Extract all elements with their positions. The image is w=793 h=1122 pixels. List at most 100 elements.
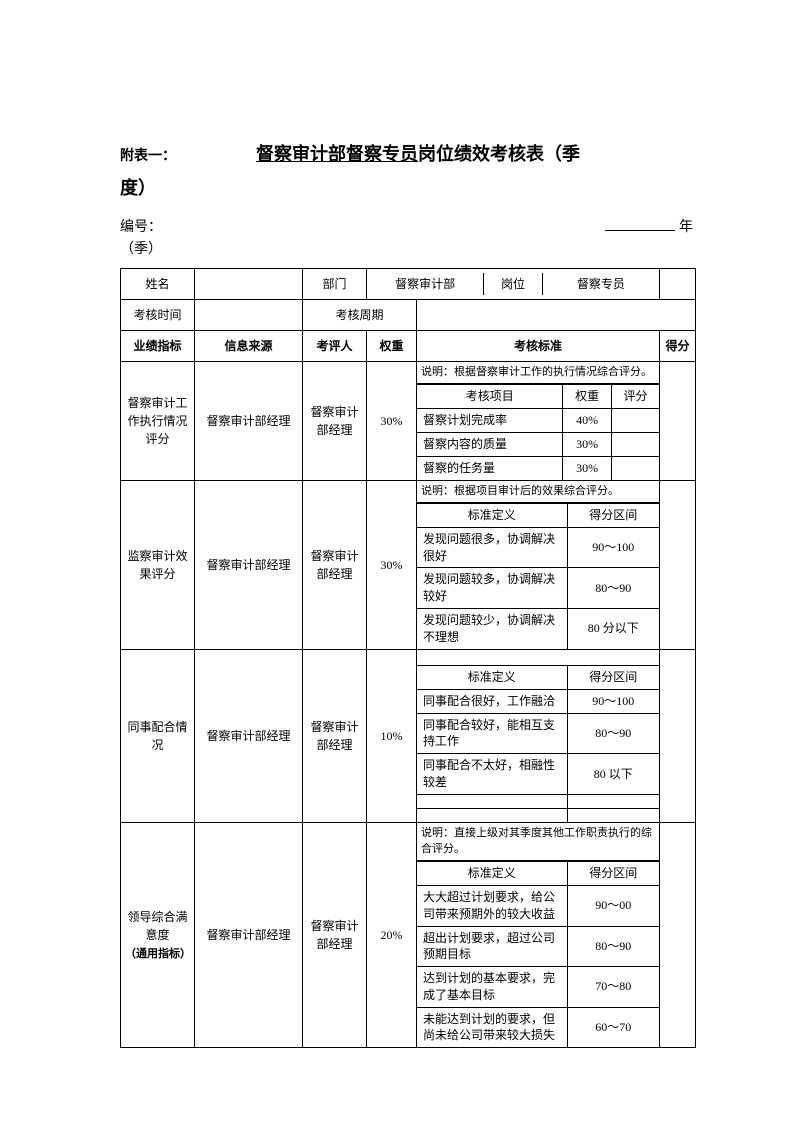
column-header-row: 业绩指标 信息来源 考评人 权重 考核标准 得分 bbox=[121, 331, 696, 362]
r-0-1-0: 督察内容的质量 bbox=[417, 432, 563, 456]
info-pad bbox=[660, 269, 696, 300]
r-2-0-1: 90～100 bbox=[567, 689, 659, 713]
h-1-0: 标准定义 bbox=[417, 503, 567, 527]
table-row: 领导综合满意度 （通用指标） 督察审计部经理 督察审计部经理 20% 说明：直接… bbox=[121, 823, 696, 1048]
indicator-3-main: 领导综合满意度 bbox=[127, 910, 187, 942]
dept-post-cell: 督察审计部 岗位 督察专员 bbox=[367, 269, 660, 300]
note-1: 说明：根据项目审计后的效果综合评分。 bbox=[417, 481, 659, 503]
table-row: 同事配合情况 督察审计部经理 督察审计部经理 10% 标准定义 得分区间 同事配… bbox=[121, 649, 696, 823]
indicator-3-sub: （通用指标） bbox=[125, 948, 191, 960]
weight-1: 30% bbox=[367, 480, 417, 649]
score-3 bbox=[660, 823, 696, 1048]
year-suffix: 年 bbox=[679, 216, 693, 236]
title-main: 督察审计部督察专员岗位绩效考核表（季 bbox=[256, 140, 580, 166]
standard-1: 说明：根据项目审计后的效果综合评分。 标准定义 得分区间 发现问题很多，协调解决… bbox=[417, 480, 660, 649]
r-2-4-0 bbox=[417, 808, 567, 822]
r-3-2-0: 达到计划的基本要求，完成了基本目标 bbox=[417, 967, 567, 1008]
r-3-1-0: 超出计划要求，超过公司预期目标 bbox=[417, 926, 567, 967]
r-2-2-0: 同事配合不太好，相融性较差 bbox=[417, 754, 567, 795]
note-3: 说明：直接上级对其季度其他工作职责执行的综合评分。 bbox=[417, 823, 659, 861]
assess-period-label: 考核周期 bbox=[303, 300, 417, 331]
r-0-1-1: 30% bbox=[563, 432, 611, 456]
standard-2: 标准定义 得分区间 同事配合很好，工作融洽 90～100 同事配合较好，能相互支… bbox=[417, 649, 660, 823]
r-0-0-0: 督察计划完成率 bbox=[417, 409, 563, 433]
r-0-2-2 bbox=[611, 456, 659, 479]
header-row: 附表一： 督察审计部督察专员岗位绩效考核表（季 bbox=[120, 140, 693, 166]
score-2 bbox=[660, 649, 696, 823]
h-1-1: 得分区间 bbox=[567, 503, 659, 527]
source-2: 督察审计部经理 bbox=[195, 649, 303, 823]
indicator-2: 同事配合情况 bbox=[121, 649, 195, 823]
assess-period-value bbox=[417, 300, 696, 331]
h-0-1: 权重 bbox=[563, 385, 611, 409]
r-2-1-1: 80～90 bbox=[567, 713, 659, 754]
score-0 bbox=[660, 362, 696, 481]
dept-value: 督察审计部 bbox=[367, 273, 484, 296]
r-2-3-0 bbox=[417, 794, 567, 808]
assess-time-label: 考核时间 bbox=[121, 300, 195, 331]
year-blank bbox=[605, 230, 675, 231]
h-2-1: 得分区间 bbox=[567, 666, 659, 690]
r-2-3-1 bbox=[567, 794, 659, 808]
weight-2: 10% bbox=[367, 649, 417, 823]
r-2-0-0: 同事配合很好，工作融洽 bbox=[417, 689, 567, 713]
blank-2-top bbox=[417, 650, 659, 666]
dept-label: 部门 bbox=[303, 269, 367, 300]
r-1-1-0: 发现问题较多，协调解决较好 bbox=[417, 568, 567, 609]
post-label: 岗位 bbox=[484, 273, 542, 296]
col-source: 信息来源 bbox=[195, 331, 303, 362]
r-1-2-0: 发现问题较少，协调解决不理想 bbox=[417, 608, 567, 648]
r-0-0-1: 40% bbox=[563, 409, 611, 433]
r-2-1-0: 同事配合较好，能相互支持工作 bbox=[417, 713, 567, 754]
inner-table-1: 标准定义 得分区间 发现问题很多，协调解决很好 90～100 发现问题较多，协调… bbox=[417, 503, 659, 649]
col-indicator: 业绩指标 bbox=[121, 331, 195, 362]
inner-table-2: 标准定义 得分区间 同事配合很好，工作融洽 90～100 同事配合较好，能相互支… bbox=[417, 650, 659, 823]
r-3-2-1: 70～80 bbox=[567, 967, 659, 1008]
indicator-3: 领导综合满意度 （通用指标） bbox=[121, 823, 195, 1048]
serial-label: 编号： bbox=[120, 216, 162, 236]
source-1: 督察审计部经理 bbox=[195, 480, 303, 649]
h-2-0: 标准定义 bbox=[417, 666, 567, 690]
rater-2: 督察审计部经理 bbox=[303, 649, 367, 823]
r-2-4-1 bbox=[567, 808, 659, 822]
r-3-3-0: 未能达到计划的要求，但尚未给公司带来较大损失 bbox=[417, 1007, 567, 1047]
rater-0: 督察审计部经理 bbox=[303, 362, 367, 481]
table-row: 监察审计效果评分 督察审计部经理 督察审计部经理 30% 说明：根据项目审计后的… bbox=[121, 480, 696, 649]
source-3: 督察审计部经理 bbox=[195, 823, 303, 1048]
r-0-1-2 bbox=[611, 432, 659, 456]
info-row-2: 考核时间 考核周期 bbox=[121, 300, 696, 331]
info-row-1: 姓名 部门 督察审计部 岗位 督察专员 bbox=[121, 269, 696, 300]
inner-table-3: 标准定义 得分区间 大大超过计划要求，给公司带来预期外的较大收益 90～00 超… bbox=[417, 861, 659, 1047]
note-0: 说明：根据督察审计工作的执行情况综合评分。 bbox=[417, 362, 659, 384]
col-weight: 权重 bbox=[367, 331, 417, 362]
post-value: 督察专员 bbox=[542, 273, 659, 296]
assess-time-value bbox=[195, 300, 303, 331]
rater-1: 督察审计部经理 bbox=[303, 480, 367, 649]
score-1 bbox=[660, 480, 696, 649]
r-3-1-1: 80～90 bbox=[567, 926, 659, 967]
col-rater: 考评人 bbox=[303, 331, 367, 362]
source-0: 督察审计部经理 bbox=[195, 362, 303, 481]
title-rest: 岗位绩效考核表（季 bbox=[418, 144, 580, 164]
attach-label: 附表一： bbox=[120, 145, 176, 165]
r-0-2-0: 督察的任务量 bbox=[417, 456, 563, 479]
standard-0: 说明：根据督察审计工作的执行情况综合评分。 考核项目 权重 评分 督察计划完成率… bbox=[417, 362, 660, 481]
r-3-3-1: 60～70 bbox=[567, 1007, 659, 1047]
r-1-1-1: 80～90 bbox=[567, 568, 659, 609]
title-tail: 度） bbox=[120, 174, 693, 200]
name-value bbox=[195, 269, 303, 300]
standard-3: 说明：直接上级对其季度其他工作职责执行的综合评分。 标准定义 得分区间 大大超过… bbox=[417, 823, 660, 1048]
h-0-0: 考核项目 bbox=[417, 385, 563, 409]
h-0-2: 评分 bbox=[611, 385, 659, 409]
r-1-2-1: 80 分以下 bbox=[567, 608, 659, 648]
r-0-2-1: 30% bbox=[563, 456, 611, 479]
r-3-0-0: 大大超过计划要求，给公司带来预期外的较大收益 bbox=[417, 885, 567, 926]
r-1-0-1: 90～100 bbox=[567, 527, 659, 568]
h-3-0: 标准定义 bbox=[417, 862, 567, 886]
assessment-table: 姓名 部门 督察审计部 岗位 督察专员 考核时间 考核周期 业绩指标 信息来源 … bbox=[120, 268, 696, 1048]
year-field: 年 bbox=[605, 216, 693, 236]
r-0-0-2 bbox=[611, 409, 659, 433]
indicator-1: 监察审计效果评分 bbox=[121, 480, 195, 649]
indicator-0: 督察审计工作执行情况评分 bbox=[121, 362, 195, 481]
h-3-1: 得分区间 bbox=[567, 862, 659, 886]
